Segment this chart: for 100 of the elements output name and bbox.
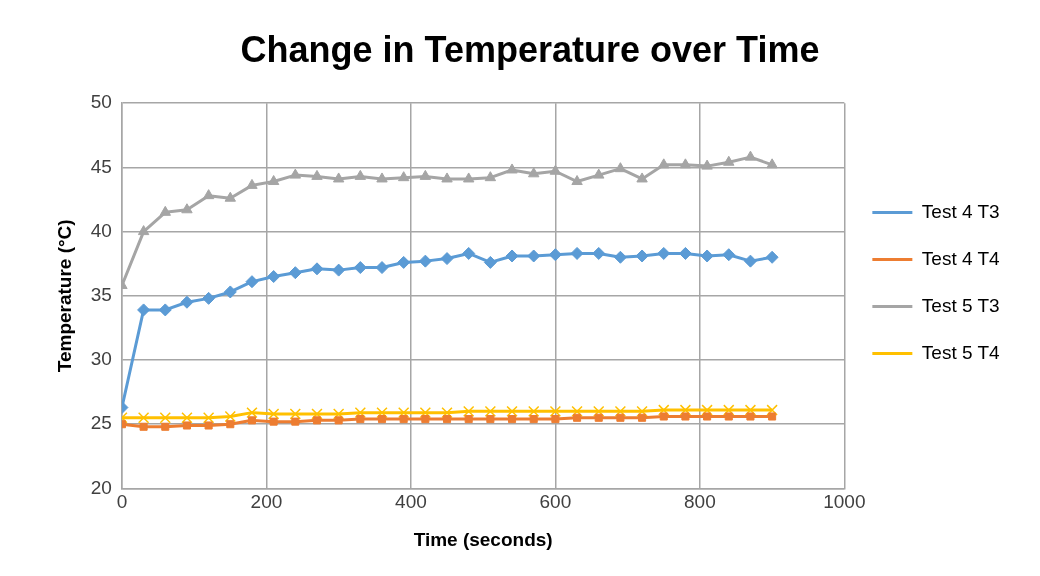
- point: [635, 249, 649, 263]
- point: [139, 422, 148, 431]
- point: [701, 404, 713, 416]
- point: [375, 261, 389, 275]
- point: [594, 413, 603, 422]
- point: [332, 172, 345, 183]
- point: [137, 225, 150, 236]
- point: [246, 406, 258, 419]
- point: [571, 175, 583, 186]
- point: [593, 168, 605, 179]
- point: [616, 413, 625, 422]
- y-tick-label: 50: [90, 91, 112, 113]
- point: [506, 163, 518, 174]
- point: [703, 412, 712, 421]
- point: [245, 275, 259, 289]
- point: [570, 246, 584, 260]
- point: [573, 413, 582, 422]
- point: [722, 248, 736, 262]
- x-tick-label: 200: [250, 491, 283, 513]
- point: [766, 404, 778, 416]
- legend-label: Test 4 T4: [921, 247, 1001, 269]
- point: [311, 408, 323, 420]
- point: [442, 415, 452, 424]
- point: [397, 255, 411, 269]
- point: [376, 172, 388, 183]
- point: [356, 415, 365, 424]
- point: [377, 415, 387, 424]
- point: [247, 416, 257, 425]
- point: [463, 405, 475, 418]
- point: [332, 408, 345, 420]
- point: [744, 404, 757, 416]
- x-axis-title: Time (seconds): [413, 528, 553, 550]
- point: [441, 406, 453, 419]
- point: [291, 417, 300, 426]
- point: [137, 303, 151, 317]
- point: [180, 295, 194, 309]
- point: [441, 172, 453, 183]
- point: [202, 412, 215, 424]
- point: [743, 254, 757, 268]
- point: [636, 405, 648, 418]
- point: [161, 422, 170, 431]
- point: [312, 416, 322, 425]
- point: [463, 172, 475, 183]
- point: [659, 412, 668, 421]
- point: [678, 246, 692, 260]
- point: [159, 205, 171, 216]
- point: [529, 415, 538, 424]
- x-tick-label: 800: [684, 491, 716, 513]
- point: [158, 303, 172, 317]
- point: [397, 406, 410, 419]
- point: [224, 410, 236, 423]
- point: [332, 263, 346, 277]
- point: [528, 167, 540, 178]
- point: [246, 178, 258, 189]
- point: [418, 254, 432, 268]
- point: [528, 405, 540, 418]
- point: [353, 261, 367, 275]
- y-tick-label: 20: [90, 476, 112, 498]
- point: [181, 412, 193, 424]
- point: [657, 246, 671, 260]
- point: [744, 150, 757, 161]
- point: [354, 406, 367, 419]
- point: [159, 412, 171, 424]
- point: [202, 291, 216, 305]
- point: [551, 415, 560, 424]
- point: [440, 252, 454, 266]
- y-tick-label: 35: [90, 284, 112, 306]
- legend-label: Test 5 T3: [921, 294, 1000, 316]
- x-tick-label: 1000: [823, 491, 866, 513]
- point: [311, 169, 323, 180]
- point: [724, 412, 733, 421]
- point: [613, 250, 627, 264]
- point: [658, 404, 670, 416]
- point: [484, 405, 497, 418]
- point: [267, 175, 280, 186]
- point: [419, 169, 432, 180]
- point: [636, 172, 648, 183]
- point: [723, 155, 735, 166]
- point: [548, 248, 562, 262]
- point: [701, 159, 713, 170]
- point: [397, 171, 410, 182]
- point: [483, 255, 497, 269]
- x-tick-label: 400: [395, 491, 427, 513]
- point: [679, 158, 692, 169]
- point: [571, 405, 583, 418]
- point: [723, 404, 735, 416]
- point: [204, 421, 213, 430]
- y-tick-label: 25: [90, 412, 112, 434]
- point: [310, 262, 324, 276]
- point: [484, 171, 497, 182]
- point: [486, 415, 495, 424]
- point: [505, 249, 519, 263]
- point: [182, 421, 191, 430]
- point: [506, 405, 518, 418]
- y-tick-label: 30: [90, 348, 112, 370]
- y-tick-label: 40: [90, 219, 112, 241]
- point: [267, 408, 280, 420]
- point: [419, 406, 432, 419]
- point: [137, 412, 150, 424]
- point: [614, 405, 627, 418]
